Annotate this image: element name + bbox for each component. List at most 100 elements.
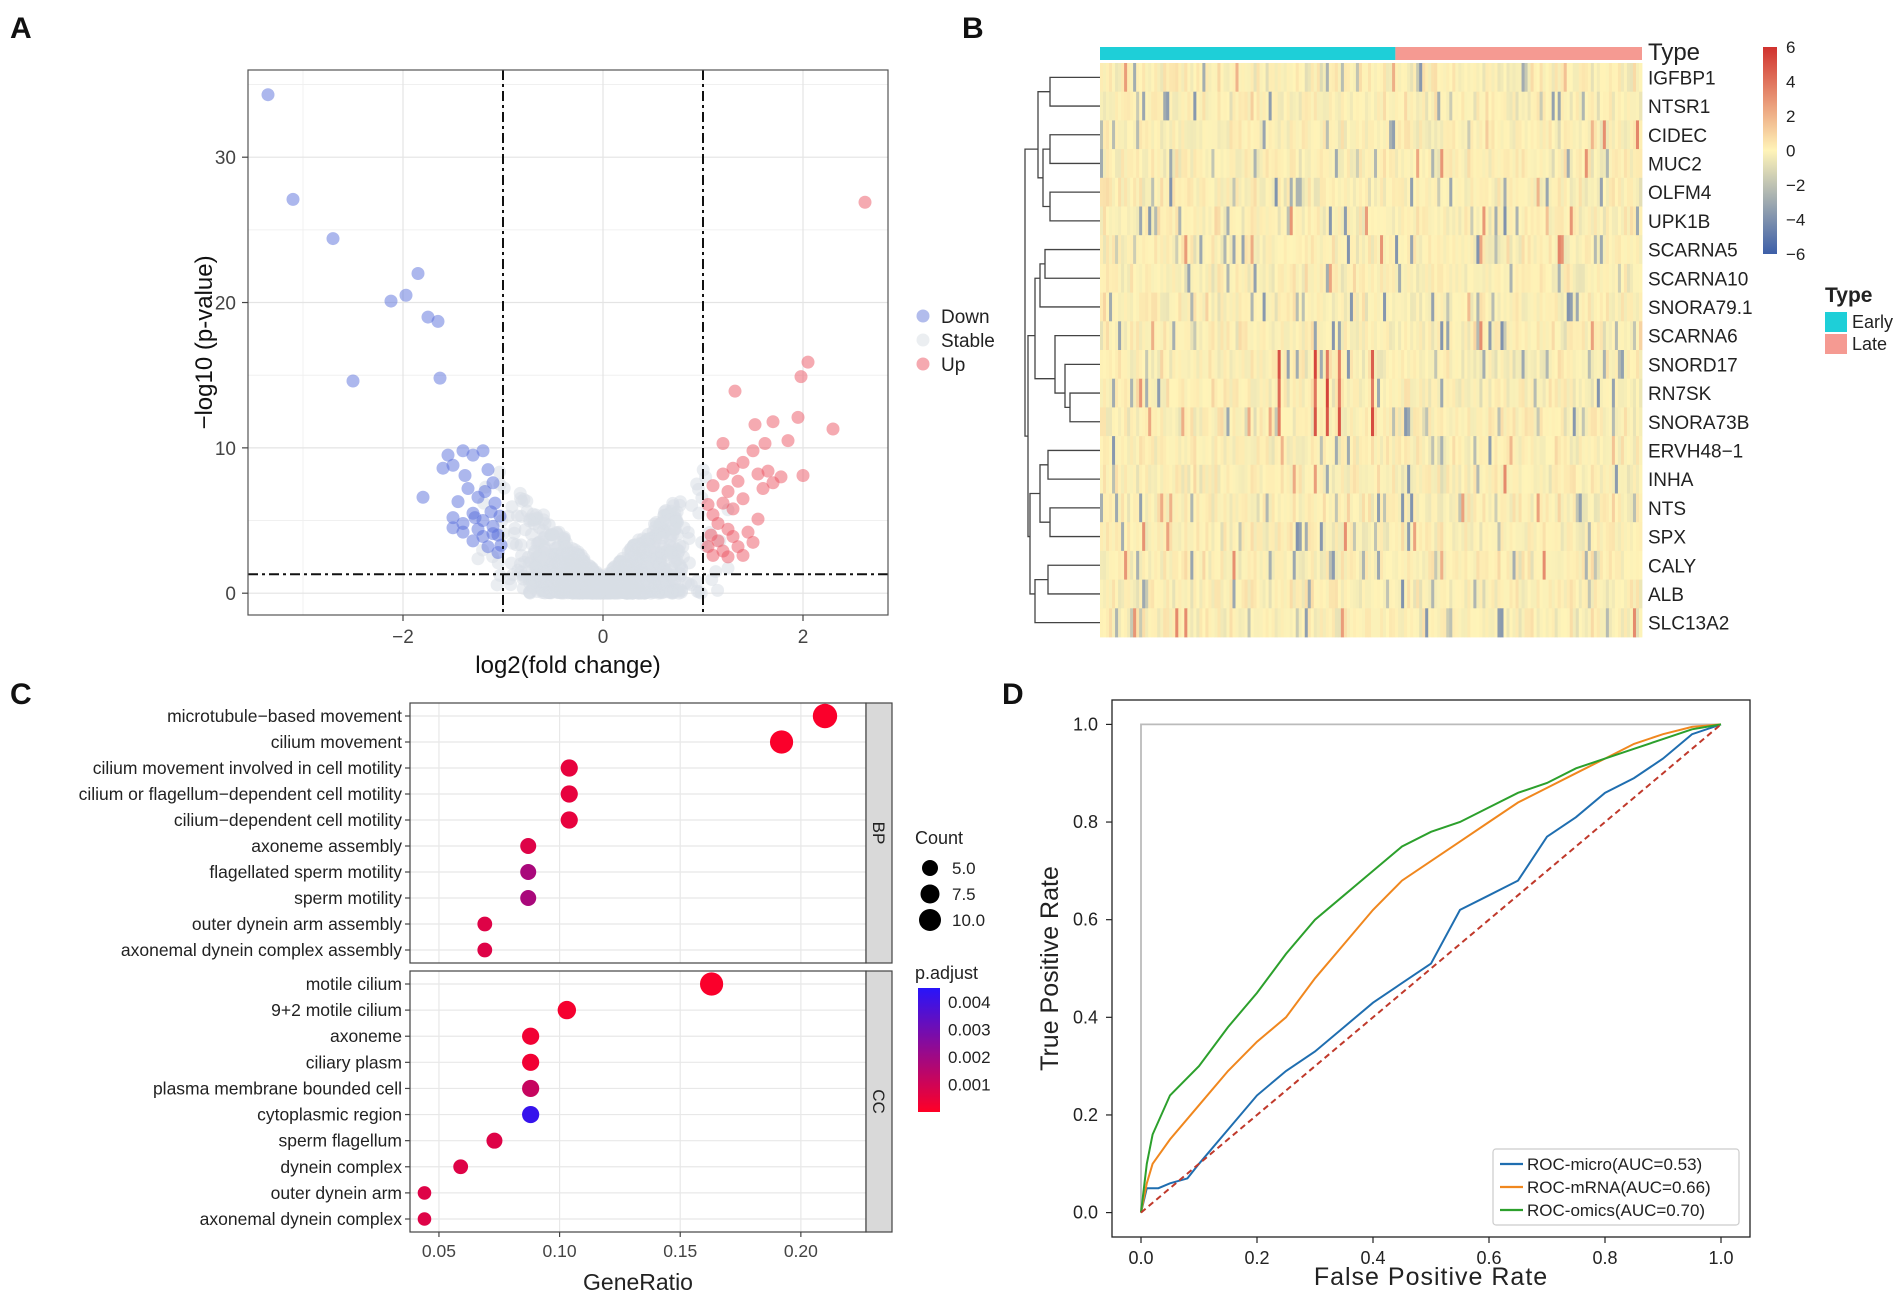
heatmap-cell bbox=[1130, 522, 1134, 552]
heatmap-cell bbox=[1181, 321, 1185, 351]
heatmap-cell bbox=[1479, 464, 1483, 494]
heatmap-cell bbox=[1244, 235, 1248, 265]
heatmap-cell bbox=[1199, 206, 1203, 236]
heatmap-cell bbox=[1467, 91, 1471, 121]
heatmap-cell bbox=[1425, 91, 1429, 121]
heatmap-cell bbox=[1386, 407, 1390, 437]
heatmap-cell bbox=[1551, 263, 1556, 293]
heatmap-cell bbox=[1226, 522, 1230, 552]
heatmap-cell bbox=[1554, 407, 1559, 437]
stable-point bbox=[545, 528, 559, 542]
heatmap-cell bbox=[1298, 263, 1303, 293]
heatmap-cell bbox=[1106, 149, 1110, 179]
heatmap-cell bbox=[1404, 321, 1408, 351]
heatmap-cell bbox=[1286, 206, 1291, 236]
heatmap-cell bbox=[1181, 407, 1185, 437]
heatmap-cell bbox=[1473, 522, 1477, 552]
heatmap-cell bbox=[1437, 464, 1441, 494]
point-down bbox=[466, 534, 480, 548]
heatmap-cell bbox=[1310, 63, 1315, 93]
heatmap-cell bbox=[1268, 436, 1273, 466]
heatmap-cell bbox=[1226, 63, 1230, 93]
heatmap-cell bbox=[1262, 235, 1267, 265]
heatmap-cell bbox=[1106, 292, 1110, 322]
heatmap-cell bbox=[1262, 550, 1267, 580]
heatmap-cell bbox=[1419, 235, 1423, 265]
heatmap-cell bbox=[1632, 407, 1637, 437]
heatmap-cell bbox=[1367, 378, 1372, 408]
heatmap-cell bbox=[1590, 407, 1595, 437]
heatmap-cell bbox=[1482, 436, 1486, 466]
heatmap-cell bbox=[1130, 608, 1134, 638]
heatmap-cell bbox=[1623, 550, 1628, 580]
heatmap-cell bbox=[1425, 550, 1429, 580]
heatmap-cell bbox=[1575, 350, 1580, 380]
heatmap-cell bbox=[1521, 149, 1525, 179]
heatmap-cell bbox=[1139, 493, 1143, 523]
heatmap-cell bbox=[1506, 206, 1510, 236]
heatmap-cell bbox=[1121, 292, 1125, 322]
heatmap-cell bbox=[1277, 91, 1282, 121]
heatmap-cell bbox=[1578, 263, 1583, 293]
heatmap-cell bbox=[1587, 149, 1592, 179]
heatmap-cell bbox=[1419, 206, 1423, 236]
heatmap-cell bbox=[1298, 120, 1303, 150]
heatmap-cell bbox=[1271, 436, 1276, 466]
heatmap-cell bbox=[1470, 579, 1474, 609]
heatmap-cell bbox=[1632, 436, 1637, 466]
heatmap-cell bbox=[1455, 321, 1459, 351]
heatmap-cell bbox=[1383, 464, 1387, 494]
heatmap-cell bbox=[1560, 579, 1565, 609]
heatmap-cell bbox=[1536, 235, 1541, 265]
heatmap-cell bbox=[1235, 493, 1239, 523]
heatmap-cell bbox=[1316, 378, 1321, 408]
heatmap-cell bbox=[1283, 464, 1288, 494]
heatmap-cell bbox=[1247, 407, 1251, 437]
heatmap-cell bbox=[1109, 120, 1113, 150]
heatmap-cell bbox=[1509, 206, 1513, 236]
point-up bbox=[761, 464, 775, 478]
heatmap-cell bbox=[1632, 292, 1637, 322]
heatmap-cell bbox=[1380, 149, 1384, 179]
heatmap-cell bbox=[1211, 120, 1215, 150]
heatmap-cell bbox=[1548, 407, 1553, 437]
heatmap-cell bbox=[1190, 407, 1194, 437]
heatmap-cell bbox=[1292, 407, 1297, 437]
heatmap-cell bbox=[1557, 407, 1562, 437]
heatmap-cell bbox=[1280, 63, 1285, 93]
heatmap-cell bbox=[1554, 63, 1559, 93]
heatmap-cell bbox=[1313, 407, 1318, 437]
heatmap-cell bbox=[1518, 91, 1522, 121]
heatmap-cell bbox=[1572, 149, 1577, 179]
heatmap-cell bbox=[1437, 407, 1441, 437]
heatmap-cell bbox=[1386, 120, 1390, 150]
heatmap-cell bbox=[1395, 522, 1399, 552]
heatmap-cell bbox=[1343, 91, 1348, 121]
heatmap-cell bbox=[1112, 522, 1116, 552]
heatmap-cell bbox=[1521, 407, 1525, 437]
heatmap-cell bbox=[1566, 120, 1571, 150]
heatmap-cell bbox=[1283, 350, 1288, 380]
heatmap-cell bbox=[1223, 120, 1227, 150]
heatmap-cell bbox=[1274, 235, 1279, 265]
heatmap-cell bbox=[1518, 378, 1522, 408]
heatmap-cell bbox=[1361, 177, 1366, 207]
heatmap-cell bbox=[1211, 378, 1215, 408]
point-down bbox=[471, 522, 485, 536]
heatmap-cell bbox=[1199, 235, 1203, 265]
heatmap-cell bbox=[1112, 436, 1116, 466]
heatmap-cell bbox=[1361, 120, 1366, 150]
heatmap-cell bbox=[1217, 464, 1221, 494]
heatmap-cell bbox=[1193, 464, 1197, 494]
heatmap-cell bbox=[1367, 120, 1372, 150]
heatmap-cell bbox=[1404, 206, 1408, 236]
heatmap-cell bbox=[1325, 149, 1330, 179]
heatmap-cell bbox=[1169, 263, 1173, 293]
heatmap-cell bbox=[1199, 579, 1203, 609]
heatmap-cell bbox=[1145, 407, 1149, 437]
heatmap-cell bbox=[1250, 263, 1254, 293]
heatmap-cell bbox=[1244, 407, 1248, 437]
heatmap-cell bbox=[1343, 206, 1348, 236]
heatmap-cell bbox=[1449, 579, 1453, 609]
heatmap-cell bbox=[1461, 120, 1465, 150]
